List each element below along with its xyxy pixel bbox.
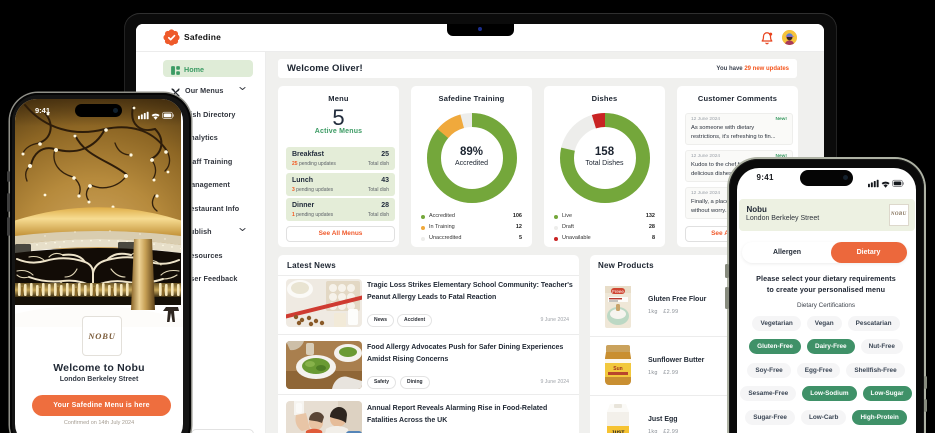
- svg-text:JUST: JUST: [611, 429, 625, 433]
- svg-text:Freee: Freee: [612, 289, 624, 294]
- svg-text:Sun: Sun: [613, 366, 622, 372]
